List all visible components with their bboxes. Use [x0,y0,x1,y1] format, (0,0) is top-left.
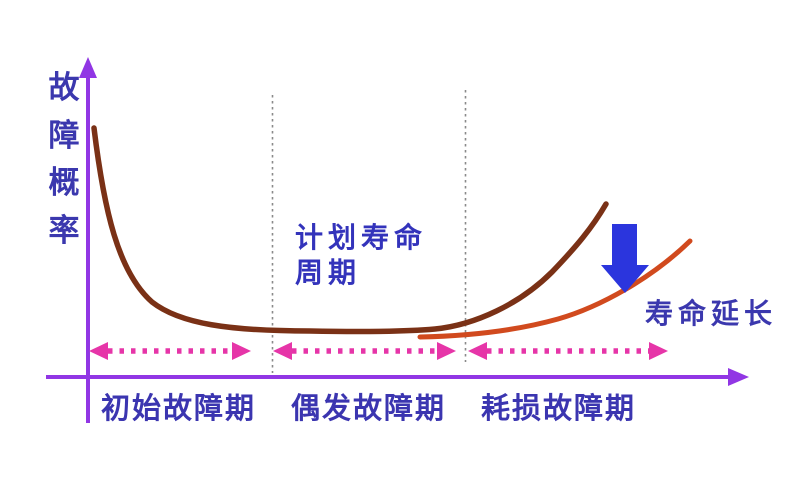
region-label-random-failure-period: 偶发故障期 [291,393,447,425]
arrow-left-head-icon [89,342,108,360]
life-extension-label: 寿命延长 [645,298,778,329]
arrow-right-head-icon [232,342,251,360]
region-arrow-wearout [468,342,668,360]
bathtub-curve [91,125,609,335]
plan-life-cycle-label: 计划寿命 周期 [295,222,428,288]
x-axis-arrowhead-icon [728,368,749,386]
y-axis-arrowhead-icon [79,57,97,78]
life-extension-down-arrow-icon [601,224,649,293]
arrow-left-head-icon [273,342,292,360]
region-label-wearout-failure-period: 耗损故障期 [481,393,637,425]
arrow-left-head-icon [468,342,487,360]
extended-life-curve [417,238,693,340]
arrow-right-head-icon [437,342,456,360]
y-axis-label: 故 障 概 率 [48,70,80,248]
region-label-initial-failure-period: 初始故障期 [101,393,257,425]
arrow-right-head-icon [649,342,668,360]
region-arrow-random [273,342,456,360]
region-arrow-initial [89,342,251,360]
